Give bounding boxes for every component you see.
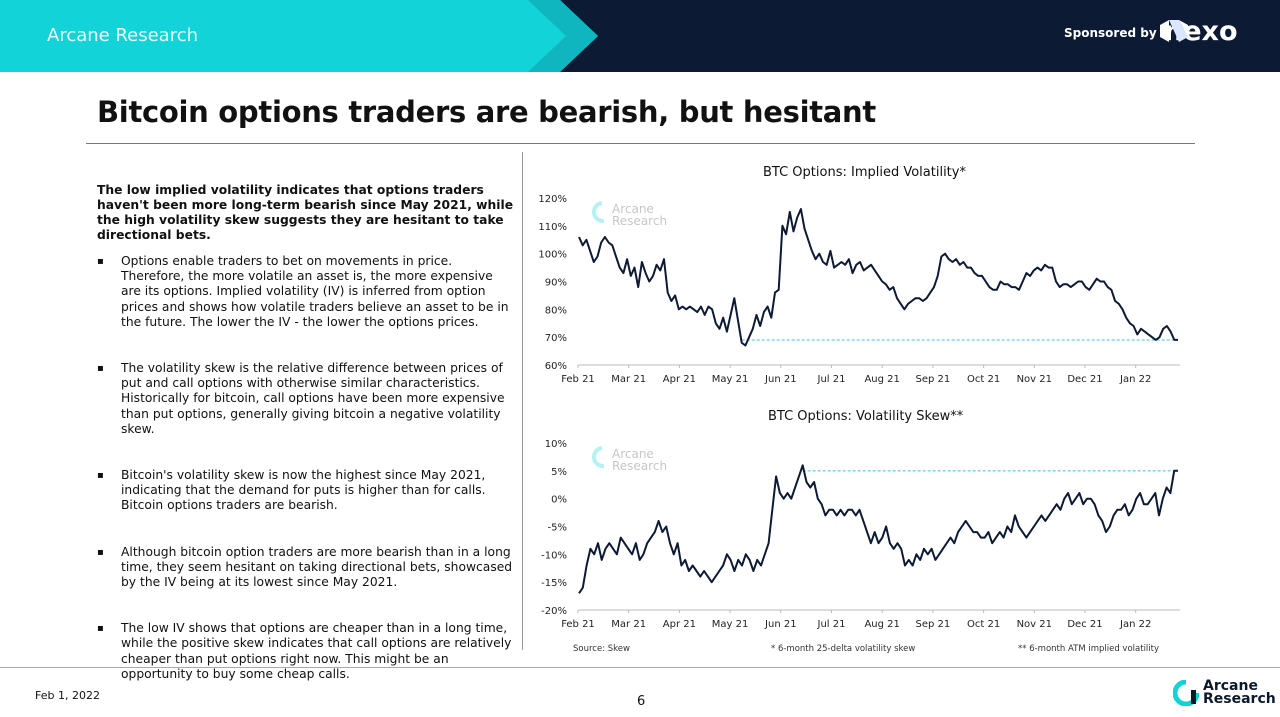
footer-divider — [0, 667, 1280, 668]
title-divider — [86, 143, 1195, 144]
skew-chart-title: BTC Options: Volatility Skew** — [768, 409, 964, 424]
bullet-item: ▪ Options enable traders to bet on moveme… — [97, 254, 515, 330]
brand-name: Arcane Research — [47, 25, 199, 46]
iv-x-tick-label: Jun 21 — [764, 374, 797, 385]
nexo-logo-icon — [1160, 20, 1188, 42]
skew-x-tick-label: Mar 21 — [611, 619, 646, 630]
skew-x-tick-label: Jul 21 — [817, 619, 846, 630]
iv-x-tick-label: Jul 21 — [817, 374, 846, 385]
header-banner: Arcane Research Sponsored by nexo — [0, 0, 1280, 72]
skew-y-tick-label: 10% — [545, 439, 567, 450]
iv-x-tick-label: Mar 21 — [611, 374, 646, 385]
bullet-text: Although bitcoin option traders are more… — [121, 544, 513, 590]
skew-x-tick-label: Sep 21 — [916, 619, 951, 630]
intro-paragraph: The low implied volatility indicates tha… — [97, 183, 514, 242]
skew-watermark-line1: Arcane — [612, 447, 654, 461]
skew-x-tick-label: Nov 21 — [1017, 619, 1052, 630]
bullet-text: Options enable traders to bet on movemen… — [121, 254, 509, 329]
iv-x-tick-label: Sep 21 — [916, 374, 951, 385]
skew-x-tick-label: Oct 21 — [967, 619, 1000, 630]
bullet-icon: ▪ — [97, 623, 104, 635]
source-note: Source: Skew — [573, 644, 630, 654]
iv-x-tick-label: Nov 21 — [1017, 374, 1052, 385]
iv-y-tick-label: 90% — [545, 278, 567, 289]
skew-y-tick-label: -10% — [541, 550, 567, 561]
iv-x-tick-label: Apr 21 — [663, 374, 696, 385]
skew-watermark-line2: Research — [612, 459, 667, 473]
volatility-skew-chart: 10% 5% 0% -5% -10% -15% -20% Feb 21 Mar 21 Apr 21… — [541, 439, 1180, 630]
bullet-item: ▪ The volatility skew is the relative dif… — [97, 361, 515, 437]
bullet-text: Bitcoin's volatility skew is now the hig… — [121, 468, 486, 513]
bullet-item: ▪ Bitcoin's volatility skew is now the hi… — [97, 468, 515, 514]
iv-x-tick-label: Dec 21 — [1067, 374, 1102, 385]
bullet-icon: ▪ — [97, 470, 104, 482]
skew-y-tick-label: 0% — [551, 495, 567, 506]
iv-watermark-line2: Research — [612, 214, 667, 228]
skew-y-tick-label: -15% — [541, 578, 567, 589]
iv-x-tick-label: Feb 21 — [561, 374, 595, 385]
bullet-text: The low IV shows that options are cheape… — [121, 621, 512, 681]
bullet-item: ▪ The low IV shows that options are cheap… — [97, 621, 515, 682]
iv-watermark-icon — [592, 201, 605, 224]
iv-y-tick-label: 100% — [538, 250, 567, 261]
footnote-iv: ** 6-month ATM implied volatility — [1018, 644, 1160, 654]
bullet-text: The volatility skew is the relative diff… — [121, 361, 505, 436]
skew-x-tick-label: Feb 21 — [561, 619, 595, 630]
iv-x-tick-label: Aug 21 — [864, 374, 899, 385]
iv-y-tick-label: 80% — [545, 305, 567, 316]
column-divider — [522, 152, 523, 650]
bullet-icon: ▪ — [97, 546, 104, 558]
bullet-item: ▪ Although bitcoin option traders are mor… — [97, 545, 515, 591]
skew-x-tick-label: Jun 21 — [764, 619, 797, 630]
report-date: Feb 1, 2022 — [35, 689, 100, 702]
iv-y-tick-label: 120% — [538, 194, 567, 205]
skew-x-tick-label: Jan 22 — [1119, 619, 1151, 630]
skew-x-tick-label: Aug 21 — [864, 619, 899, 630]
footer-logo-line1: Arcane — [1203, 678, 1258, 694]
slide-title: Bitcoin options traders are bearish, but… — [97, 95, 876, 129]
skew-watermark-icon — [592, 446, 605, 469]
footer-logo: Arcane Research — [1173, 678, 1276, 707]
iv-y-tick-label: 70% — [545, 333, 567, 344]
implied-volatility-chart: 120% 110% 100% 90% 80% 70% 60% Feb 21 Mar 21 Apr … — [538, 194, 1180, 385]
arcane-logo-icon — [1173, 680, 1199, 706]
iv-x-tick-label: Oct 21 — [967, 374, 1000, 385]
skew-y-tick-label: 5% — [551, 467, 567, 478]
iv-x-tick-label: May 21 — [712, 374, 749, 385]
bullet-list: ▪ Options enable traders to bet on moveme… — [97, 254, 515, 713]
page-number: 6 — [637, 694, 646, 709]
bullet-icon: ▪ — [97, 363, 104, 375]
iv-series-line — [578, 208, 1178, 347]
iv-x-tick-label: Jan 22 — [1119, 374, 1151, 385]
bullet-icon: ▪ — [97, 256, 104, 267]
skew-series-line — [578, 464, 1178, 594]
skew-y-tick-label: -5% — [548, 523, 567, 534]
header-background — [0, 0, 1280, 72]
skew-x-tick-label: Apr 21 — [663, 619, 696, 630]
footnote-skew: * 6-month 25-delta volatility skew — [771, 644, 916, 654]
skew-x-tick-label: May 21 — [712, 619, 749, 630]
sponsored-by-label: Sponsored by — [1064, 26, 1157, 40]
nexo-logo: nexo — [1158, 18, 1238, 46]
iv-chart-title: BTC Options: Implied Volatility* — [763, 165, 966, 180]
footer-logo-line2: Research — [1203, 691, 1276, 707]
skew-x-tick-label: Dec 21 — [1067, 619, 1102, 630]
skew-y-tick-label: -20% — [541, 606, 567, 617]
iv-y-tick-label: 60% — [545, 361, 567, 372]
iv-watermark-line1: Arcane — [612, 202, 654, 216]
iv-y-tick-label: 110% — [538, 222, 567, 233]
